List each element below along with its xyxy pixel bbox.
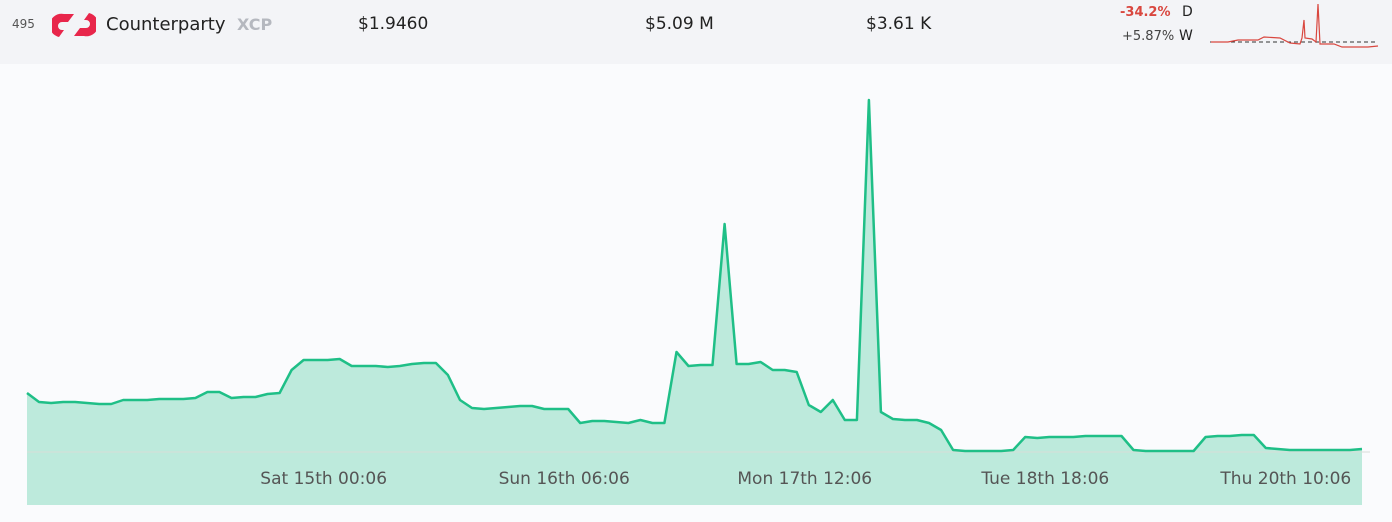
x-tick-label: Sat 15th 00:06: [260, 469, 387, 489]
x-tick-label: Thu 20th 10:06: [1219, 469, 1351, 489]
area-fill: [27, 100, 1362, 505]
week-label: W: [1179, 28, 1193, 44]
coin-symbol: XCP: [237, 15, 273, 34]
price-line: [26, 98, 1363, 453]
x-tick-label: Sun 16th 06:06: [499, 469, 630, 489]
price: $1.9460: [358, 14, 429, 34]
change-week: +5.87%: [1122, 29, 1175, 44]
rank: 495: [12, 17, 35, 31]
coin-row[interactable]: 495 Counterparty XCP $1.9460 $5.09 M $3.…: [0, 0, 1392, 64]
coin-name: Counterparty: [106, 14, 226, 35]
x-tick-label: Mon 17th 12:06: [737, 469, 872, 489]
market-cap: $5.09 M: [645, 14, 714, 34]
sparkline: [1210, 3, 1379, 48]
volume: $3.61 K: [866, 14, 932, 34]
logo: [52, 13, 96, 37]
price-chart: Sat 15th 00:06 Sun 16th 06:06 Mon 17th 12:…: [26, 98, 1370, 505]
change-day: -34.2%: [1120, 5, 1171, 20]
x-tick-label: Tue 18th 18:06: [980, 469, 1109, 489]
day-label: D: [1182, 4, 1193, 20]
